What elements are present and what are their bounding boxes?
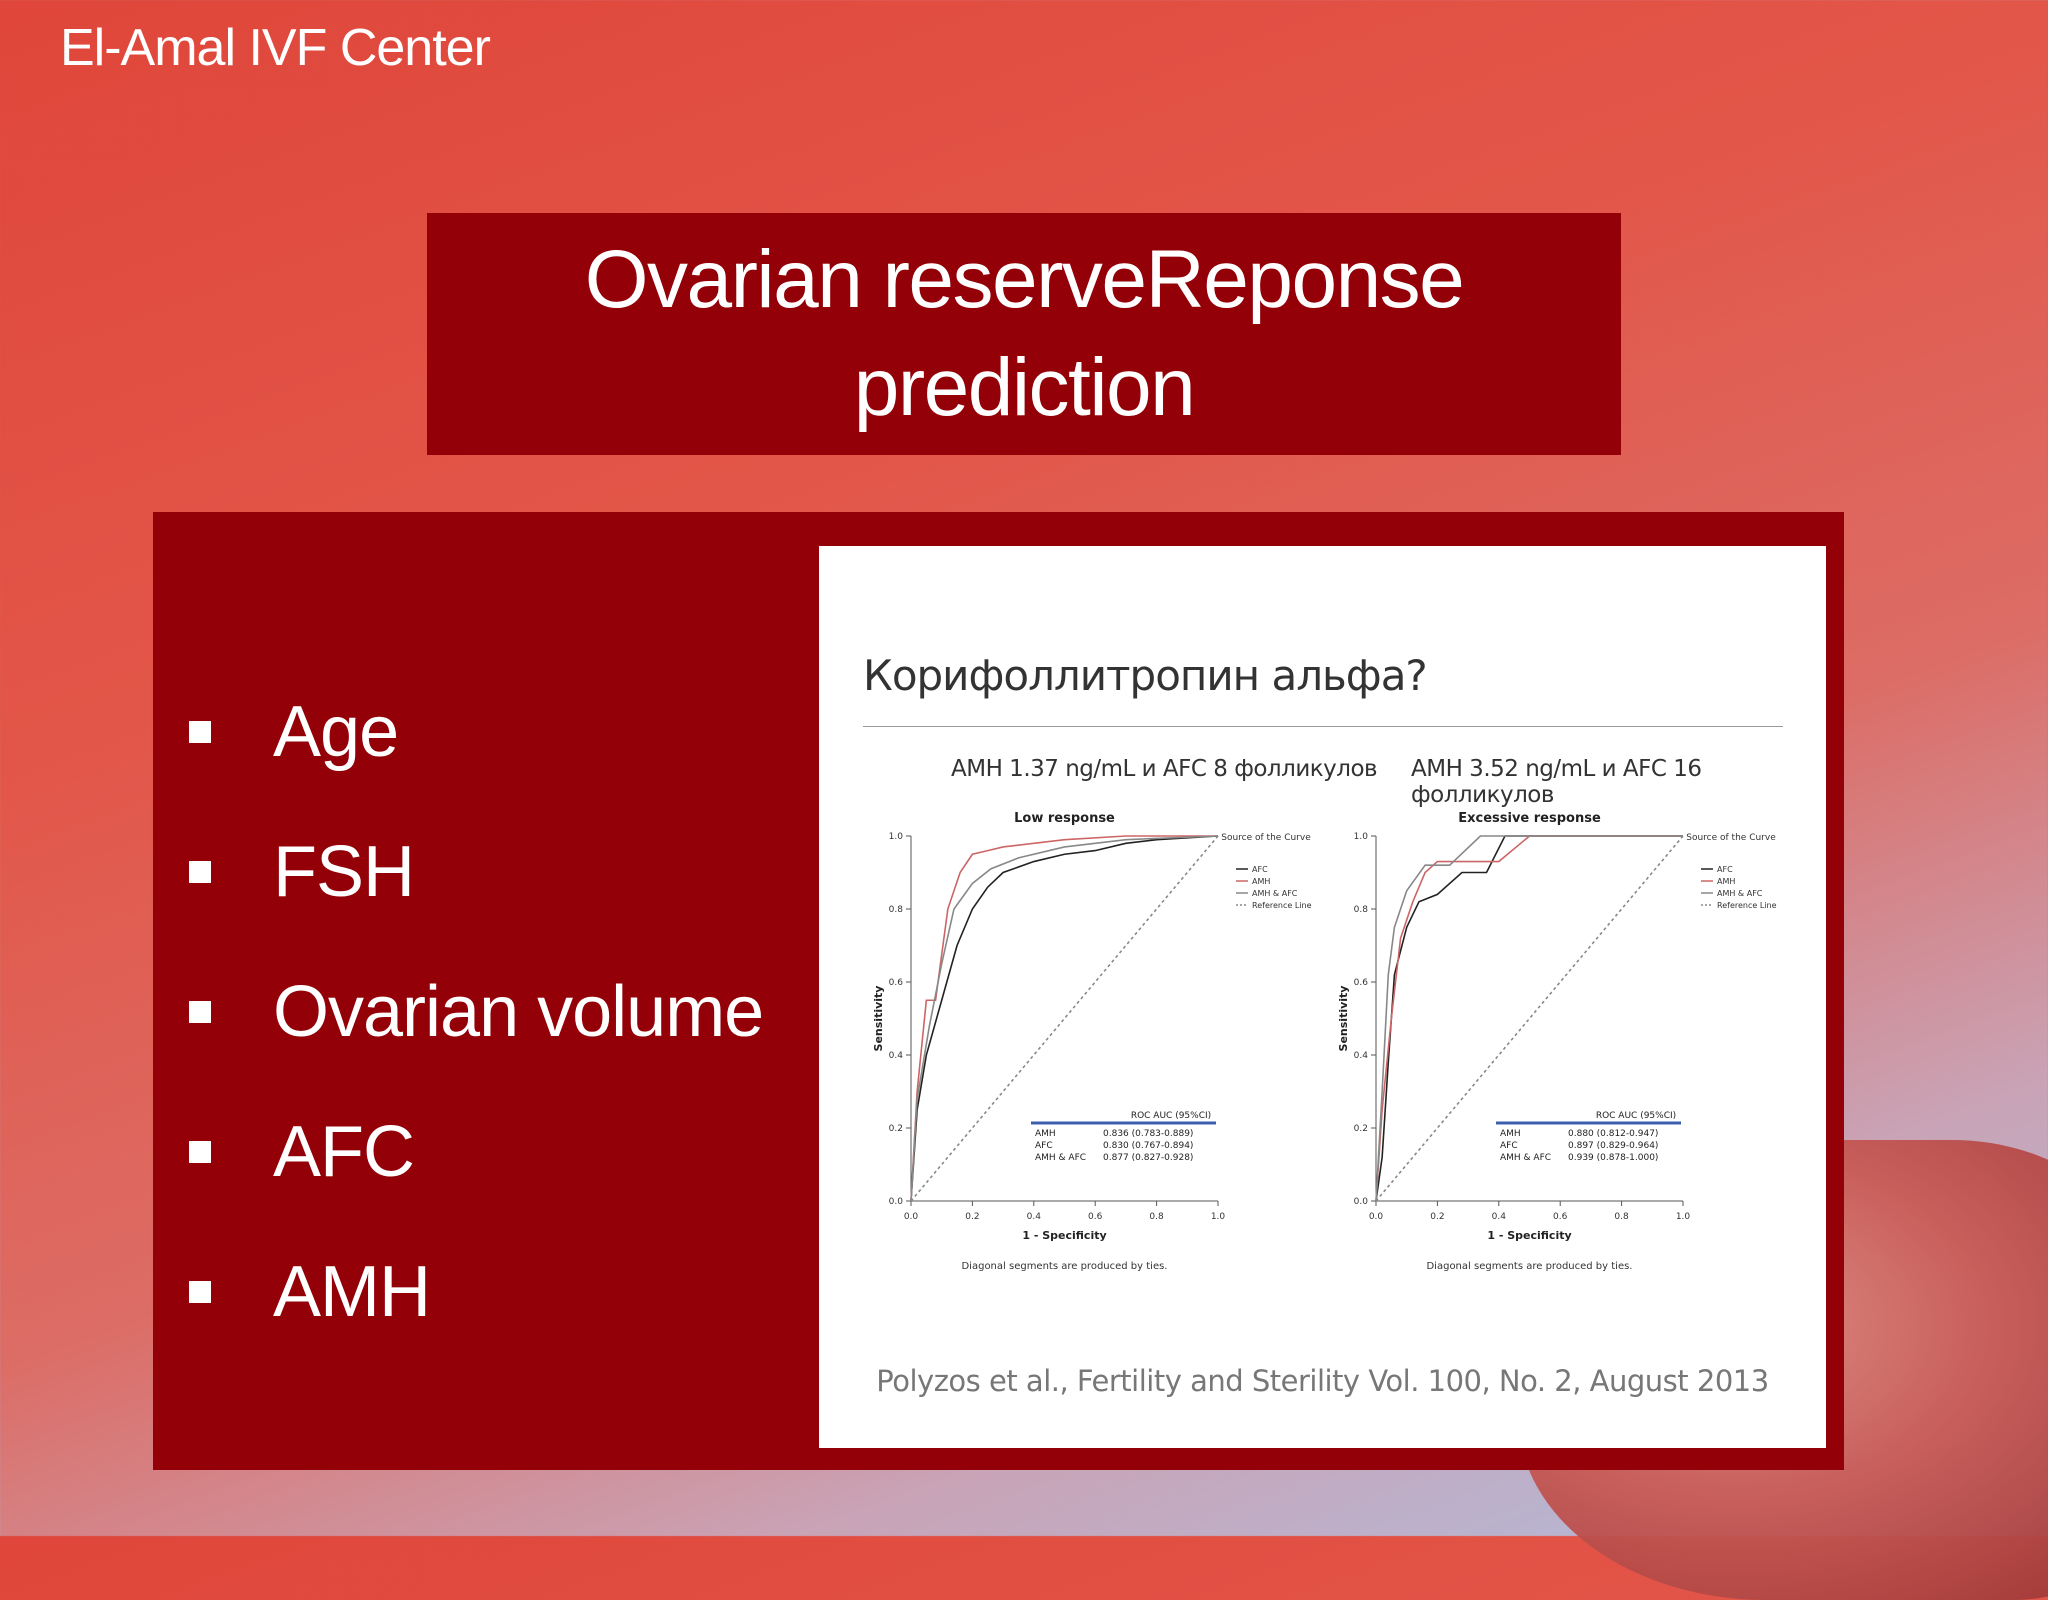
y-tick-label: 0.4 (889, 1051, 904, 1061)
y-tick-label: 0.6 (1354, 978, 1369, 988)
y-tick-label: 0.8 (889, 905, 904, 915)
slide-title-box: Ovarian reserveReponse prediction (427, 213, 1621, 455)
legend-entry: AFC (1717, 865, 1733, 874)
series-line-3 (910, 835, 1219, 1202)
y-tick-label: 0.6 (889, 978, 904, 988)
bullet-item-amh: AMH (181, 1222, 763, 1362)
roc-chart-excessive-response: Excessive response 0.00.0 0.2 0.2 0.4 0.4 0.6 0… (1337, 811, 1777, 1272)
square-bullet-icon (189, 861, 211, 883)
chart-title: Excessive response (1458, 811, 1601, 826)
y-tick-label: 0.2 (1354, 1124, 1368, 1134)
series-line-0 (910, 835, 1219, 1202)
legend-entry: AMH & AFC (1252, 889, 1298, 898)
x-tick-label: 0.6 (1088, 1212, 1103, 1222)
bullet-text: Ovarian volume (273, 972, 764, 1052)
series-line-1 (910, 835, 1218, 1202)
x-tick-label: 0.2 (1430, 1212, 1444, 1222)
bullet-list: Age FSH Ovarian volume AFC AMH (181, 662, 764, 1362)
x-tick-label: 1.0 (1211, 1212, 1226, 1222)
figure-citation: Polyzos et al., Fertility and Sterility … (876, 1364, 1769, 1398)
slide-title-line-2: prediction (853, 342, 1196, 433)
series-line-3 (1375, 835, 1684, 1202)
series-line-2 (910, 835, 1219, 1202)
auc-table-header: ROC AUC (95%CI) (1596, 1111, 1676, 1121)
legend-entry: AMH (1252, 877, 1270, 886)
y-tick-label: 0.4 (1354, 1051, 1369, 1061)
y-axis-label: Sensitivity (1337, 986, 1350, 1052)
auc-table-label: AFC (1035, 1141, 1053, 1151)
auc-table-label: AMH & AFC (1500, 1153, 1551, 1163)
x-axis-label: 1 - Specificity (1487, 1229, 1571, 1242)
bullet-item-afc: AFC (181, 1082, 763, 1222)
auc-table-value: 0.830 (0.767-0.894) (1103, 1141, 1193, 1151)
auc-table-value: 0.836 (0.783-0.889) (1103, 1129, 1193, 1139)
y-tick-label: 1.0 (1354, 832, 1369, 842)
square-bullet-icon (189, 721, 211, 743)
legend-title: Source of the Curve (1221, 833, 1311, 843)
right-panel-caption: AMH 3.52 ng/mL и AFC 16 фолликулов (1411, 756, 1702, 808)
y-axis-label: Sensitivity (872, 986, 885, 1052)
auc-table-label: AMH (1500, 1129, 1521, 1139)
auc-table-header: ROC AUC (95%CI) (1131, 1111, 1211, 1121)
bullet-item-age: Age (181, 662, 763, 802)
chart-footnote: Diagonal segments are produced by ties. (1426, 1261, 1632, 1272)
legend-entry: Reference Line (1252, 901, 1312, 910)
x-tick-label: 0.8 (1614, 1212, 1629, 1222)
y-tick-label: 0.0 (889, 1197, 904, 1207)
x-tick-label: 1.0 (1676, 1212, 1691, 1222)
chart-footnote: Diagonal segments are produced by ties. (961, 1261, 1167, 1272)
bullet-text: AFC (273, 1112, 415, 1192)
square-bullet-icon (189, 1001, 211, 1023)
legend-entry: AFC (1252, 865, 1268, 874)
bullet-text: AMH (273, 1252, 431, 1332)
legend-entry: AMH (1717, 877, 1735, 886)
left-panel-caption: AMH 1.37 ng/mL и AFC 8 фолликулов (951, 756, 1378, 782)
auc-table-value: 0.939 (0.878-1.000) (1568, 1153, 1658, 1163)
chart-title: Low response (1014, 811, 1115, 826)
bullet-text: Age (273, 692, 399, 772)
auc-table-value: 0.877 (0.827-0.928) (1103, 1153, 1193, 1163)
roc-figure: Корифоллитропин альфа? AMH 1.37 ng/mL и … (819, 546, 1826, 1448)
y-tick-label: 0.0 (1354, 1197, 1369, 1207)
roc-chart-low-response: Low response 0.00.0 0.2 0.2 0.4 0.4 0.6 0.6 0.8 0… (872, 811, 1312, 1272)
figure-heading: Корифоллитропин альфа? (863, 651, 1428, 700)
x-tick-label: 0.4 (1027, 1212, 1042, 1222)
series-line-1 (1375, 835, 1683, 1202)
square-bullet-icon (189, 1281, 211, 1303)
auc-table-label: AMH & AFC (1035, 1153, 1086, 1163)
header-title: El-Amal IVF Center (60, 19, 491, 77)
x-tick-label: 0.6 (1553, 1212, 1568, 1222)
y-tick-label: 0.2 (889, 1124, 903, 1134)
y-tick-label: 0.8 (1354, 905, 1369, 915)
series-line-2 (1375, 835, 1683, 1202)
bullet-text: FSH (273, 832, 415, 912)
bullet-item-ovarian-volume: Ovarian volume (181, 942, 764, 1082)
auc-table-value: 0.880 (0.812-0.947) (1568, 1129, 1658, 1139)
y-tick-label: 1.0 (889, 832, 904, 842)
x-tick-label: 0.2 (965, 1212, 979, 1222)
auc-table-label: AMH (1035, 1129, 1056, 1139)
square-bullet-icon (189, 1141, 211, 1163)
auc-table-label: AFC (1500, 1141, 1518, 1151)
figure-divider (863, 726, 1783, 727)
legend-entry: AMH & AFC (1717, 889, 1763, 898)
legend-entry: Reference Line (1717, 901, 1777, 910)
x-tick-label: 0.0 (1369, 1212, 1384, 1222)
x-tick-label: 0.8 (1149, 1212, 1164, 1222)
slide-title-line-1: Ovarian reserveReponse (584, 234, 1465, 325)
x-axis-label: 1 - Specificity (1022, 1229, 1106, 1242)
auc-table-value: 0.897 (0.829-0.964) (1568, 1141, 1658, 1151)
bullet-item-fsh: FSH (181, 802, 763, 942)
x-tick-label: 0.4 (1492, 1212, 1507, 1222)
x-tick-label: 0.0 (904, 1212, 919, 1222)
legend-title: Source of the Curve (1686, 833, 1776, 843)
